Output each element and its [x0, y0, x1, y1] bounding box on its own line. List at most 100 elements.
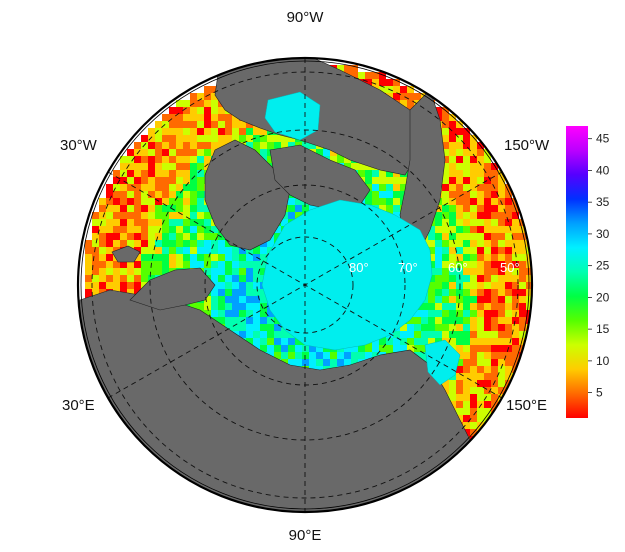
data-cell [491, 240, 498, 247]
data-cell [407, 331, 414, 338]
data-cell [498, 331, 505, 338]
data-cell [204, 240, 211, 247]
data-cell [183, 135, 190, 142]
data-cell [288, 205, 295, 212]
data-cell [302, 359, 309, 366]
data-cell [463, 401, 470, 408]
data-cell [176, 149, 183, 156]
data-cell [127, 198, 134, 205]
data-cell [484, 401, 491, 408]
data-cell [106, 219, 113, 226]
data-cell [498, 338, 505, 345]
data-cell [302, 352, 309, 359]
data-cell [120, 212, 127, 219]
data-cell [169, 226, 176, 233]
data-cell [99, 219, 106, 226]
data-cell [435, 317, 442, 324]
data-cell [519, 247, 526, 254]
data-cell [204, 268, 211, 275]
data-cell [260, 338, 267, 345]
data-cell [232, 135, 239, 142]
data-cell [407, 317, 414, 324]
data-cell [246, 142, 253, 149]
data-cell [309, 352, 316, 359]
data-cell [239, 296, 246, 303]
data-cell [477, 184, 484, 191]
data-cell [281, 352, 288, 359]
data-cell [155, 219, 162, 226]
data-cell [470, 198, 477, 205]
data-cell [379, 191, 386, 198]
data-cell [260, 142, 267, 149]
data-cell [512, 268, 519, 275]
land-iceland [111, 245, 141, 263]
data-cell [197, 149, 204, 156]
data-cell [372, 170, 379, 177]
data-cell [197, 184, 204, 191]
data-cell [442, 324, 449, 331]
data-cell [148, 170, 155, 177]
sea-ice-hudson [264, 91, 321, 141]
data-cell [204, 205, 211, 212]
data-cell [512, 240, 519, 247]
data-cell [295, 212, 302, 219]
data-cell [449, 261, 456, 268]
data-cell [155, 226, 162, 233]
data-cell [246, 254, 253, 261]
data-cell [351, 163, 358, 170]
data-cell [428, 261, 435, 268]
data-cell [393, 184, 400, 191]
data-cell [120, 156, 127, 163]
data-cell [204, 135, 211, 142]
data-cell [302, 205, 309, 212]
data-cell [134, 254, 141, 261]
data-cell [456, 198, 463, 205]
data-cell [190, 191, 197, 198]
data-cell [463, 254, 470, 261]
data-cell [218, 114, 225, 121]
data-cell [253, 268, 260, 275]
data-cell [400, 93, 407, 100]
data-cell [183, 142, 190, 149]
data-cell [449, 268, 456, 275]
data-cell [99, 198, 106, 205]
data-cell [498, 205, 505, 212]
data-cell [197, 212, 204, 219]
data-cell [162, 205, 169, 212]
data-cell [379, 79, 386, 86]
data-cell [134, 198, 141, 205]
data-cell [162, 114, 169, 121]
data-cell [470, 142, 477, 149]
data-cell [197, 247, 204, 254]
data-cell [113, 261, 120, 268]
graticule [91, 58, 519, 512]
data-cell [120, 177, 127, 184]
data-cell [463, 149, 470, 156]
data-cell [470, 394, 477, 401]
data-cell [386, 198, 393, 205]
data-cell [491, 352, 498, 359]
data-cell [449, 303, 456, 310]
data-cell [148, 205, 155, 212]
data-cell [127, 268, 134, 275]
data-cell [463, 205, 470, 212]
data-cell [421, 338, 428, 345]
data-cell [407, 86, 414, 93]
data-cell [484, 345, 491, 352]
data-cell [204, 142, 211, 149]
data-cell [85, 261, 92, 268]
data-cell [498, 380, 505, 387]
data-cell [407, 93, 414, 100]
data-cell [498, 359, 505, 366]
data-cell [288, 359, 295, 366]
data-cell [449, 128, 456, 135]
data-cell [421, 317, 428, 324]
data-cell [519, 338, 526, 345]
data-cell [463, 212, 470, 219]
data-cell [435, 275, 442, 282]
data-cell [295, 345, 302, 352]
data-cell [169, 212, 176, 219]
data-cell [246, 296, 253, 303]
data-cell [134, 219, 141, 226]
data-cell [498, 254, 505, 261]
